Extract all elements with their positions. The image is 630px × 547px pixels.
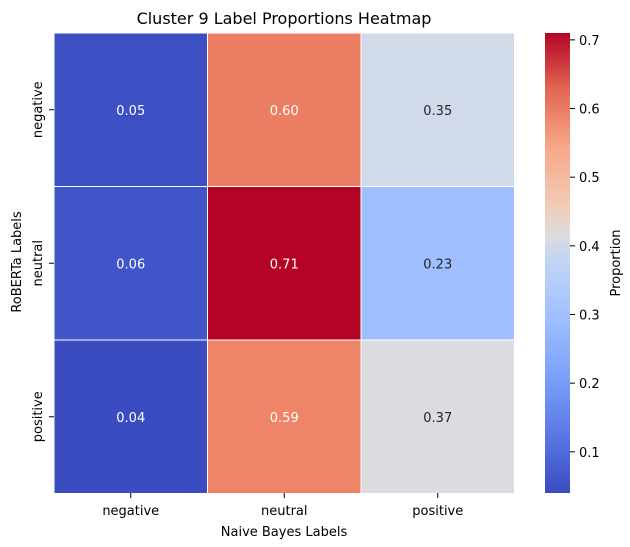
heatmap-cells: 0.05 0.60 0.35 0.06 0.71 0.23 0.04 0.59 0.37 bbox=[53, 32, 515, 494]
y-tick-label: neutral bbox=[31, 240, 46, 287]
heatmap-cell bbox=[360, 32, 515, 187]
colorbar-tick-label: 0.3 bbox=[579, 308, 600, 323]
y-tick-label: negative bbox=[31, 81, 46, 138]
colorbar-tick-label: 0.7 bbox=[579, 34, 600, 49]
cell-annotation: 0.23 bbox=[423, 257, 452, 272]
heatmap-cell bbox=[53, 186, 208, 341]
x-axis-ticks: negative neutral positive bbox=[102, 493, 463, 519]
colorbar-label: Proportion bbox=[609, 229, 624, 296]
y-axis-label: RoBERTa Labels bbox=[10, 211, 25, 313]
cell-annotation: 0.35 bbox=[423, 104, 452, 119]
cell-annotation: 0.59 bbox=[270, 411, 299, 426]
heatmap-cell bbox=[207, 32, 362, 187]
x-tick-label: positive bbox=[412, 504, 463, 519]
cell-annotation: 0.06 bbox=[116, 257, 145, 272]
chart-title: Cluster 9 Label Proportions Heatmap bbox=[137, 9, 432, 28]
heatmap-cell bbox=[53, 339, 208, 494]
heatmap-cell bbox=[207, 339, 362, 494]
y-axis-ticks: negative neutral positive bbox=[31, 81, 54, 442]
colorbar-ticks: 0.1 0.2 0.3 0.4 0.5 0.6 0.7 bbox=[570, 34, 600, 461]
x-axis-label: Naive Bayes Labels bbox=[221, 525, 348, 540]
x-tick-label: neutral bbox=[261, 504, 308, 519]
colorbar-tick-label: 0.5 bbox=[579, 171, 600, 186]
cell-annotation: 0.04 bbox=[116, 411, 145, 426]
heatmap-cell bbox=[360, 186, 515, 341]
y-tick-label: positive bbox=[31, 391, 46, 442]
colorbar-tick-label: 0.2 bbox=[579, 377, 600, 392]
x-tick-label: negative bbox=[102, 504, 159, 519]
cell-annotation: 0.60 bbox=[270, 104, 299, 119]
colorbar-tick-label: 0.1 bbox=[579, 446, 600, 461]
heatmap-cell bbox=[53, 32, 208, 187]
colorbar bbox=[545, 33, 570, 493]
colorbar-tick-label: 0.6 bbox=[579, 103, 600, 118]
cell-annotation: 0.37 bbox=[423, 411, 452, 426]
heatmap-cell bbox=[207, 186, 362, 341]
cell-annotation: 0.05 bbox=[116, 104, 145, 119]
cell-annotation: 0.71 bbox=[270, 257, 299, 272]
colorbar-tick-label: 0.4 bbox=[579, 240, 600, 255]
